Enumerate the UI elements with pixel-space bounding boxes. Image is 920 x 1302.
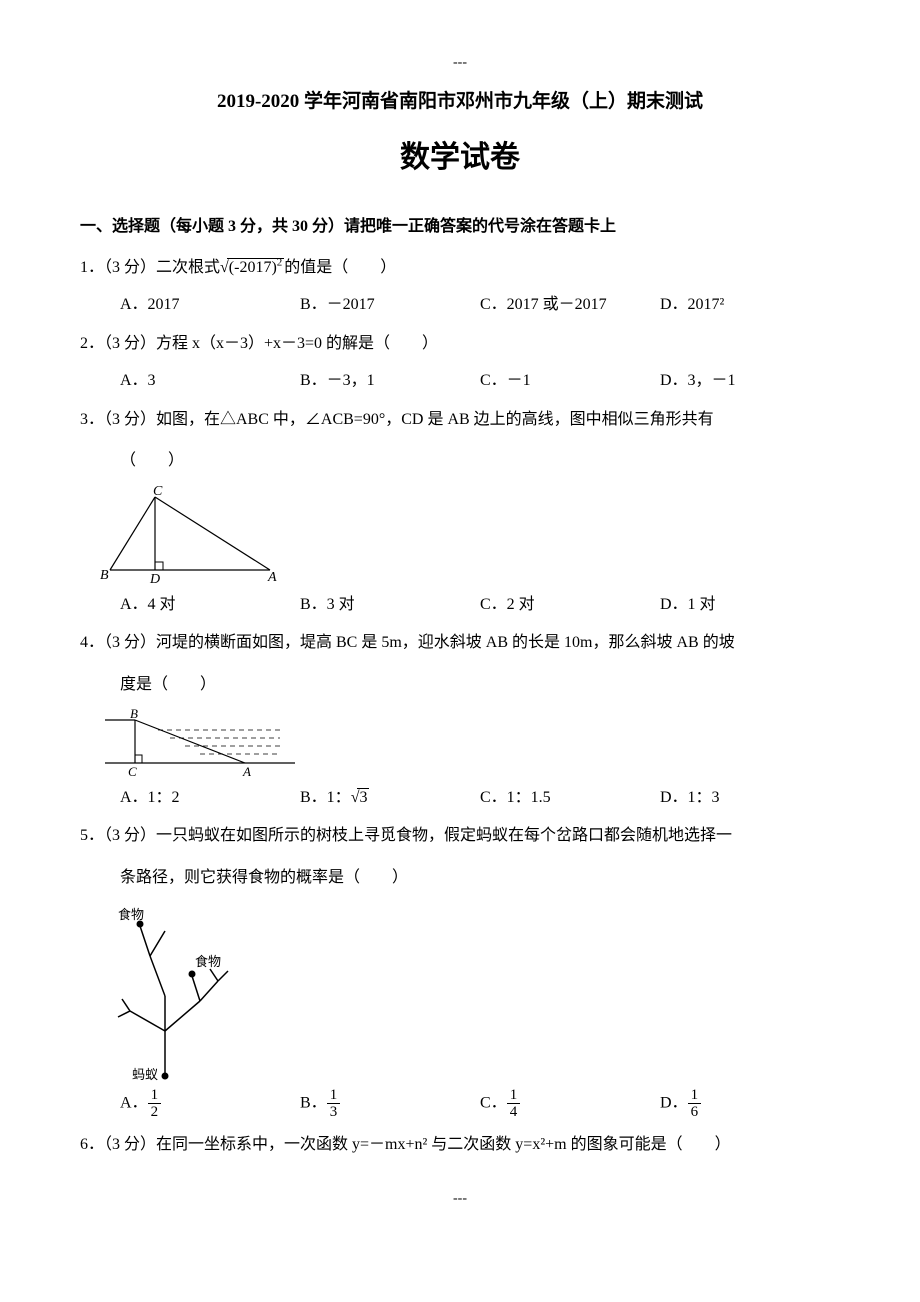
q4-options: A．1：2 B．1：3 C．1：1.5 D．1：3 [80,784,840,813]
footer-dash: --- [80,1186,840,1211]
q2-opt-c: C．－1 [480,367,660,396]
q3-opt-d: D．1 对 [660,591,840,620]
question-4-cont: 度是（ ） [80,667,840,702]
q5-options: A．12 B．13 C．14 D．16 [80,1087,840,1121]
tree-diagram: 食物 食物 蚂蚁 [100,901,250,1081]
label-food2: 食物 [195,954,221,969]
exam-title-1: 2019-2020 学年河南省南阳市邓州市九年级（上）期末测试 [80,85,840,119]
q2-opt-d: D．3，－1 [660,367,840,396]
q3-opt-c: C．2 对 [480,591,660,620]
question-5-cont: 条路径，则它获得食物的概率是（ ） [80,860,840,895]
section-header: 一、选择题（每小题 3 分，共 30 分）请把唯一正确答案的代号涂在答题卡上 [80,213,840,242]
q2-opt-a: A．3 [120,367,300,396]
label-d: D [149,572,160,585]
triangle-diagram: C B D A [100,485,280,585]
question-3: 3．（3 分）如图，在△ABC 中，∠ACB=90°，CD 是 AB 边上的高线… [80,402,840,437]
question-5: 5．（3 分）一只蚂蚁在如图所示的树枝上寻觅食物，假定蚂蚁在每个岔路口都会随机地… [80,818,840,853]
label-b: B [100,568,109,583]
q1-opt-d: D．2017² [660,291,840,320]
q5-opt-b: B．13 [300,1087,480,1121]
q1-opt-c: C．2017 或－2017 [480,291,660,320]
q1-radicand: (-2017) [229,259,277,276]
q5-figure: 食物 食物 蚂蚁 [80,901,840,1081]
q3-options: A．4 对 B．3 对 C．2 对 D．1 对 [80,591,840,620]
slope-diagram: B C A [100,708,300,778]
label-a: A [267,570,277,585]
question-4: 4．（3 分）河堤的横断面如图，堤高 BC 是 5m，迎水斜坡 AB 的长是 1… [80,625,840,660]
sqrt-icon: (-2017)2 [220,250,284,285]
label-food1: 食物 [118,907,144,922]
label-ant: 蚂蚁 [132,1067,158,1081]
q3-figure: C B D A [80,485,840,585]
label-b: B [130,708,138,721]
label-c: C [128,764,137,778]
q4-opt-c: C．1：1.5 [480,784,660,813]
label-a: A [242,764,251,778]
label-c: C [153,485,163,499]
q1-options: A．2017 B．－2017 C．2017 或－2017 D．2017² [80,291,840,320]
question-1: 1．（3 分）二次根式(-2017)2的值是（ ） [80,250,840,285]
question-6: 6．（3 分）在同一坐标系中，一次函数 y=－mx+n² 与二次函数 y=x²+… [80,1127,840,1162]
q5-opt-c: C．14 [480,1087,660,1121]
q2-opt-b: B．－3，1 [300,367,480,396]
q1-sup: 2 [277,257,283,269]
q1-text-b: 的值是（ ） [284,259,396,276]
question-3-cont: （ ） [80,443,840,478]
q4-opt-b: B．1：3 [300,784,480,813]
question-2: 2．（3 分）方程 x（x－3）+x－3=0 的解是（ ） [80,326,840,361]
q5-opt-a: A．12 [120,1087,300,1121]
q4-opt-d: D．1：3 [660,784,840,813]
q4-opt-a: A．1：2 [120,784,300,813]
q4-figure: B C A [80,708,840,778]
q2-options: A．3 B．－3，1 C．－1 D．3，－1 [80,367,840,396]
exam-title-2: 数学试卷 [80,131,840,185]
q1-opt-b: B．－2017 [300,291,480,320]
header-dash: --- [80,50,840,75]
q3-opt-b: B．3 对 [300,591,480,620]
q1-opt-a: A．2017 [120,291,300,320]
q3-opt-a: A．4 对 [120,591,300,620]
q1-text-a: 1．（3 分）二次根式 [80,259,220,276]
q5-opt-d: D．16 [660,1087,840,1121]
